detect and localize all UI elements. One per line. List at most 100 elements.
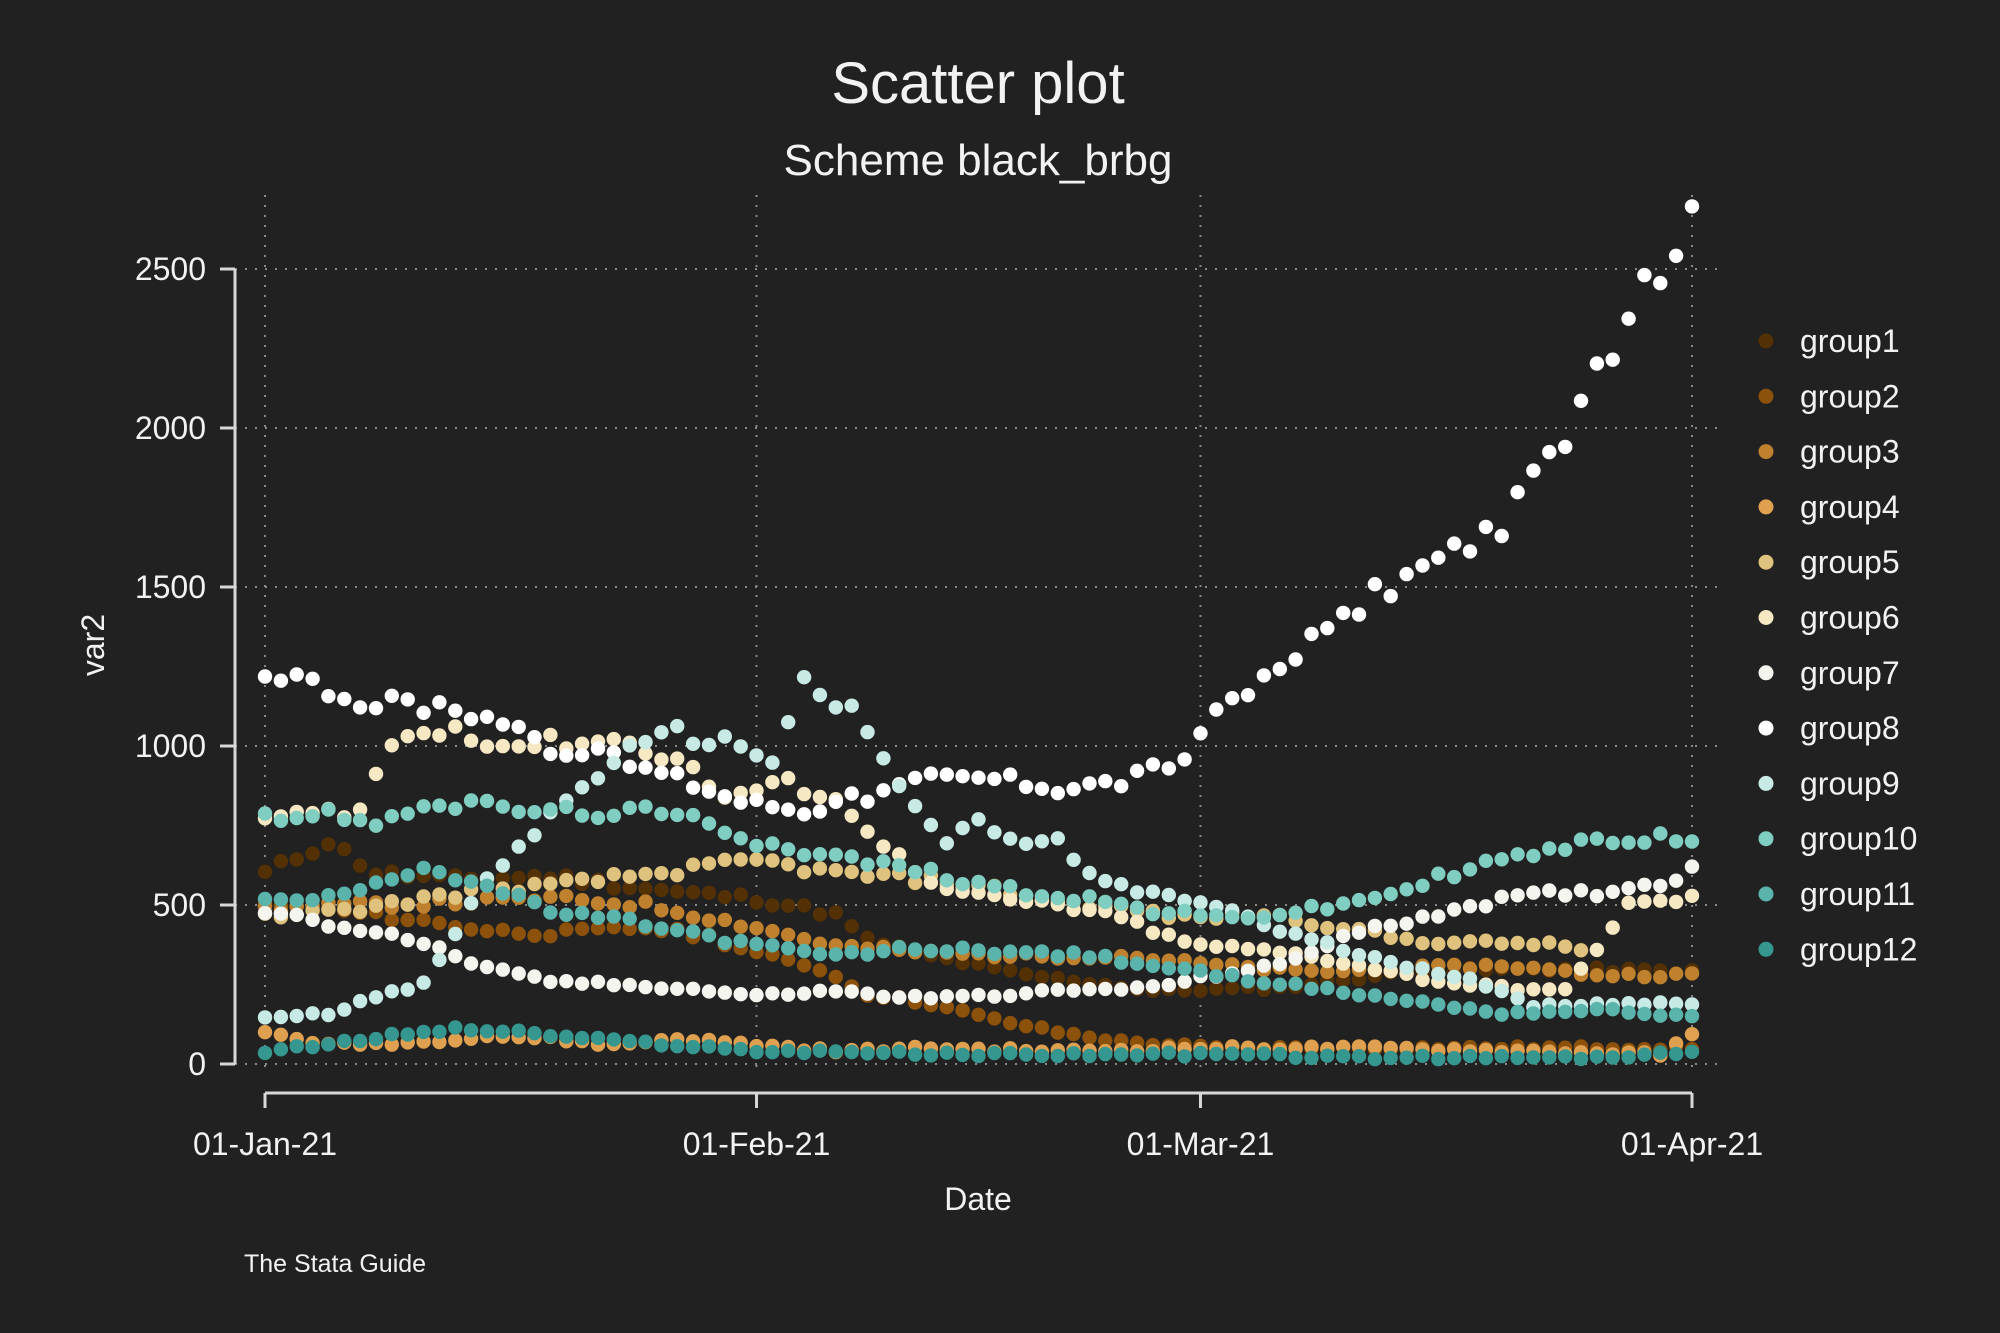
point-group7 (876, 989, 891, 1004)
point-group7 (1573, 883, 1589, 898)
point-group3 (654, 903, 669, 918)
point-group8 (273, 673, 289, 688)
point-group6 (1320, 953, 1335, 969)
point-group7 (1145, 979, 1161, 994)
point-group7 (1304, 945, 1319, 960)
point-group7 (685, 981, 701, 996)
point-group1 (495, 871, 510, 886)
point-group7 (860, 986, 875, 1001)
point-group12 (1272, 1046, 1288, 1062)
point-group8 (1447, 536, 1462, 551)
point-group9 (511, 839, 526, 854)
point-group3 (638, 894, 653, 909)
point-group3 (733, 919, 748, 934)
point-group3 (749, 921, 764, 936)
point-group10 (622, 800, 637, 815)
point-group7 (1589, 888, 1605, 904)
point-group2 (781, 952, 796, 967)
point-group8 (1272, 661, 1288, 677)
point-group10 (1145, 906, 1161, 922)
point-group8 (511, 719, 526, 735)
point-group1 (733, 887, 748, 902)
point-group11 (416, 860, 431, 876)
point-group12 (384, 1026, 399, 1042)
point-group7 (812, 983, 828, 998)
point-group7 (543, 974, 558, 990)
point-group10 (971, 874, 986, 890)
point-group10 (1304, 898, 1319, 914)
point-group1 (622, 880, 637, 896)
point-group12 (749, 1044, 764, 1060)
point-group1 (638, 881, 653, 896)
point-group5 (574, 871, 590, 886)
point-group3 (1653, 970, 1668, 985)
point-group5 (622, 869, 637, 884)
point-group7 (1431, 909, 1446, 924)
point-group3 (1589, 968, 1605, 983)
point-group12 (733, 1041, 748, 1057)
point-group7 (416, 936, 431, 952)
point-group9 (1082, 865, 1097, 881)
point-group9 (400, 982, 415, 997)
point-group12 (1320, 1048, 1335, 1063)
point-group5 (368, 898, 384, 913)
point-group8 (1114, 779, 1129, 794)
point-group11 (463, 874, 479, 889)
point-group7 (495, 962, 510, 977)
point-group7 (463, 956, 479, 971)
point-group6 (844, 808, 859, 823)
point-group5 (1510, 935, 1525, 951)
point-group3 (1494, 959, 1509, 974)
legend-label-group3: group3 (1800, 434, 1900, 470)
point-group9 (844, 698, 859, 713)
point-group5 (1526, 937, 1541, 953)
point-group3 (1684, 966, 1700, 981)
point-group10 (1558, 842, 1573, 857)
point-group10 (765, 836, 780, 851)
point-group7 (432, 940, 447, 955)
point-group10 (1605, 835, 1620, 851)
point-group8 (987, 771, 1002, 787)
point-group8 (1225, 691, 1240, 706)
point-group11 (701, 928, 717, 943)
point-group8 (574, 748, 590, 763)
point-group2 (416, 912, 431, 927)
point-group7 (400, 932, 415, 948)
legend-label-group10: group10 (1800, 821, 1917, 857)
point-group6 (1177, 934, 1192, 949)
point-group1 (1225, 980, 1240, 996)
y-tick-label: 1000 (135, 728, 206, 764)
point-group8 (527, 730, 542, 745)
point-group11 (717, 935, 732, 951)
point-group6 (670, 751, 685, 766)
point-group10 (1082, 889, 1097, 904)
point-group8 (1367, 577, 1383, 592)
point-group3 (1526, 960, 1541, 975)
point-group2 (987, 1011, 1002, 1026)
point-group11 (923, 943, 939, 959)
point-group9 (337, 1002, 352, 1017)
point-group7 (1621, 881, 1636, 896)
point-group11 (844, 945, 859, 960)
point-group12 (907, 1047, 923, 1062)
point-group9 (892, 778, 907, 794)
point-group8 (1240, 688, 1256, 703)
point-group11 (1573, 1003, 1589, 1019)
point-group9 (1066, 852, 1081, 867)
point-group12 (1621, 1050, 1636, 1065)
point-group10 (1637, 835, 1652, 850)
point-group6 (384, 738, 399, 753)
point-group11 (1272, 977, 1288, 992)
point-group9 (432, 952, 447, 968)
point-group12 (923, 1048, 939, 1063)
point-group7 (1256, 958, 1272, 973)
point-group6 (1668, 894, 1684, 910)
point-group7 (987, 989, 1002, 1004)
point-group8 (1558, 439, 1573, 455)
point-group7 (305, 912, 320, 927)
point-group11 (892, 939, 907, 955)
point-group11 (559, 907, 574, 922)
point-group12 (543, 1029, 558, 1044)
point-group3 (1478, 957, 1494, 972)
point-group7 (939, 989, 954, 1004)
